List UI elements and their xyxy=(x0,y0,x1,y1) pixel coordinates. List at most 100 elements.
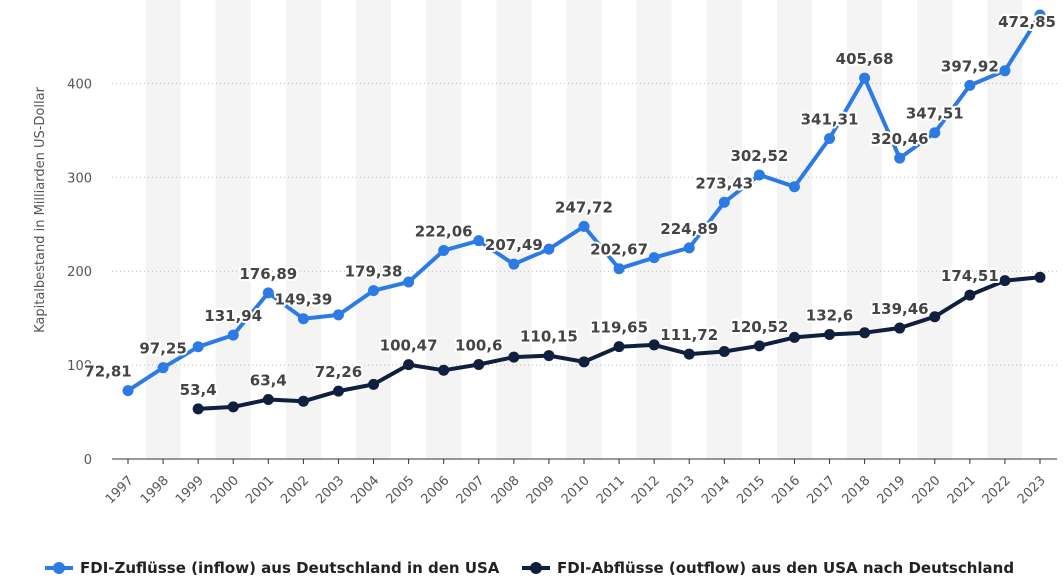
x-tick-label-2010: 2010 xyxy=(559,473,593,507)
point-s2-2001 xyxy=(262,393,274,405)
data-label-s2-2017: 132,6 xyxy=(806,306,853,324)
data-label-s2-2021: 174,51 xyxy=(941,267,999,285)
band-2004 xyxy=(356,0,392,459)
data-label-s2-2013: 111,72 xyxy=(660,326,718,344)
point-s1-2003 xyxy=(332,309,344,321)
point-s2-2014 xyxy=(718,345,730,357)
point-s2-2015 xyxy=(753,340,765,352)
point-s2-1999 xyxy=(192,403,204,415)
data-label-s1-2010: 247,72 xyxy=(555,198,613,216)
data-label-s2-2003: 72,26 xyxy=(315,363,362,381)
x-tick-label-2022: 2022 xyxy=(980,473,1014,507)
y-tick-label-400: 400 xyxy=(67,77,92,92)
point-s2-2018 xyxy=(859,327,871,339)
data-label-s1-2006: 222,06 xyxy=(415,222,473,240)
legend-label-2: FDI-Abflüsse (outflow) aus den USA nach … xyxy=(557,559,1014,577)
point-s2-2007 xyxy=(473,359,485,371)
x-tick-label-2023: 2023 xyxy=(1015,473,1049,507)
alternating-bands xyxy=(145,0,1023,459)
y-tick-label-200: 200 xyxy=(67,265,92,280)
point-s1-2012 xyxy=(648,252,660,264)
x-tick-label-1999: 1999 xyxy=(173,473,207,507)
point-s1-2020 xyxy=(929,127,941,139)
data-label-s2-2019: 139,46 xyxy=(871,300,929,318)
point-s2-2023 xyxy=(1034,271,1046,283)
series-lines xyxy=(122,9,1046,415)
x-tick-label-2001: 2001 xyxy=(243,473,277,507)
data-label-s2-2009: 110,15 xyxy=(520,328,578,346)
point-s2-2020 xyxy=(929,311,941,323)
point-s2-2012 xyxy=(648,339,660,351)
data-label-s1-1997: 72,81 xyxy=(84,363,131,381)
point-s1-2008 xyxy=(508,258,520,270)
point-s2-2017 xyxy=(824,328,836,340)
point-s1-1999 xyxy=(192,341,204,353)
band-2020 xyxy=(917,0,953,459)
data-label-s1-2008: 207,49 xyxy=(485,236,543,254)
point-s1-1997 xyxy=(122,385,134,397)
point-s2-2011 xyxy=(613,341,625,353)
point-s1-2019 xyxy=(894,152,906,164)
point-s1-2007 xyxy=(473,235,485,247)
point-s1-2011 xyxy=(613,263,625,275)
point-s1-2015 xyxy=(753,169,765,181)
point-s2-2010 xyxy=(578,356,590,368)
legend-label-1: FDI-Zuflüsse (inflow) aus Deutschland in… xyxy=(80,559,500,577)
point-s1-2013 xyxy=(683,242,695,254)
point-s1-2001 xyxy=(262,287,274,299)
x-tick-label-2012: 2012 xyxy=(629,473,663,507)
data-label-s1-2014: 273,43 xyxy=(695,174,753,192)
x-tick-label-2015: 2015 xyxy=(734,473,768,507)
legend-marker-1 xyxy=(53,562,65,574)
band-2000 xyxy=(215,0,251,459)
data-label-s2-2015: 120,52 xyxy=(730,318,788,336)
x-tick-label-2007: 2007 xyxy=(454,473,488,507)
band-2008 xyxy=(496,0,532,459)
point-s1-2021 xyxy=(964,79,976,91)
point-s2-2008 xyxy=(508,351,520,363)
x-tick-label-2009: 2009 xyxy=(524,473,558,507)
point-s1-2018 xyxy=(859,72,871,84)
band-1998 xyxy=(145,0,181,459)
data-label-s1-2021: 397,92 xyxy=(941,57,999,75)
x-tick-label-1997: 1997 xyxy=(103,473,137,507)
point-s1-2016 xyxy=(788,181,800,193)
legend: FDI-Zuflüsse (inflow) aus Deutschland in… xyxy=(45,559,1014,577)
data-labels: 72,81 97,25 131,94 176,89 149,39 179,38 222,06… xyxy=(82,11,1058,401)
data-label-s1-2015: 302,52 xyxy=(730,147,788,165)
x-tick-label-2008: 2008 xyxy=(489,473,523,507)
point-s2-2006 xyxy=(438,364,450,376)
point-s2-2005 xyxy=(403,359,415,371)
data-label-s1-1998: 97,25 xyxy=(139,340,186,358)
point-s1-2009 xyxy=(543,243,555,255)
x-tick-label-2021: 2021 xyxy=(945,473,979,507)
point-s2-2002 xyxy=(297,395,309,407)
y-tick-label-300: 300 xyxy=(67,171,92,186)
data-label-s1-2020: 347,51 xyxy=(906,105,964,123)
data-label-s2-2007: 100,6 xyxy=(455,337,502,355)
x-tick-label-2006: 2006 xyxy=(419,473,453,507)
point-s2-2016 xyxy=(788,331,800,343)
x-tick-label-2019: 2019 xyxy=(875,473,909,507)
point-s1-2010 xyxy=(578,220,590,232)
point-s2-2003 xyxy=(332,385,344,397)
band-2014 xyxy=(706,0,742,459)
x-tick-label-2011: 2011 xyxy=(594,473,628,507)
point-s1-1998 xyxy=(157,362,169,374)
data-label-s1-2011: 202,67 xyxy=(590,241,648,259)
point-s2-2019 xyxy=(894,322,906,334)
data-label-s1-2018: 405,68 xyxy=(836,50,894,68)
data-label-s1-2023: 472,85 xyxy=(998,13,1056,31)
x-tick-label-2016: 2016 xyxy=(769,473,803,507)
data-label-s1-2013: 224,89 xyxy=(660,220,718,238)
point-s1-2017 xyxy=(824,133,836,145)
data-label-s1-2017: 341,31 xyxy=(801,111,859,129)
band-2016 xyxy=(776,0,812,459)
data-label-s1-2019: 320,46 xyxy=(871,130,929,148)
point-s2-2009 xyxy=(543,350,555,362)
point-s2-2022 xyxy=(999,275,1011,287)
point-s1-2023 xyxy=(1034,9,1046,21)
y-tick-label-0: 0 xyxy=(84,453,92,468)
data-label-s2-2005: 100,47 xyxy=(380,337,438,355)
